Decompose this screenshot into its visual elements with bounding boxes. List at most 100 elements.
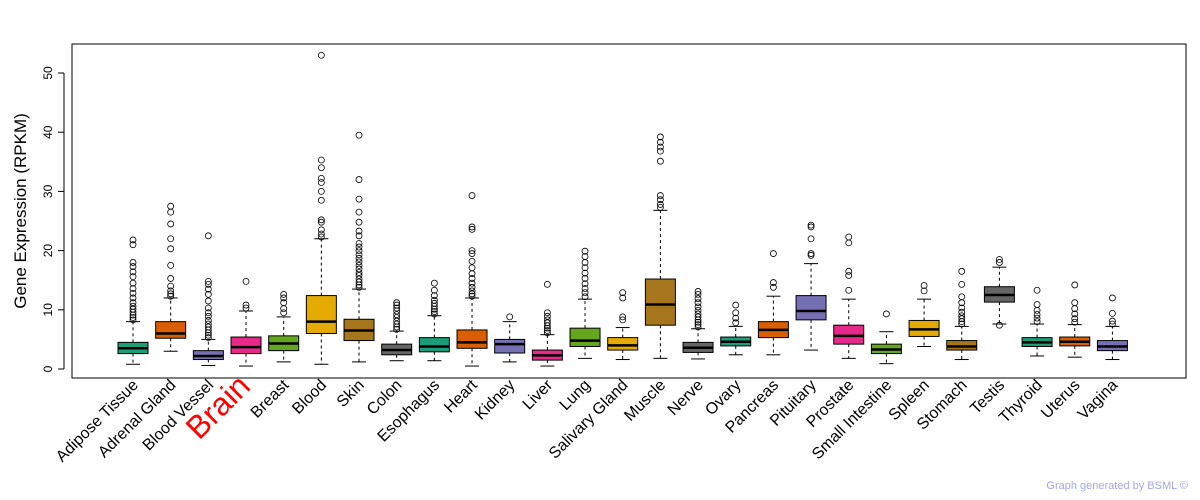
outlier-point — [317, 179, 325, 186]
x-tick-label: Nerve — [665, 377, 707, 419]
outlier-point — [694, 303, 702, 311]
box-group-esophagus — [418, 279, 450, 362]
y-tick-label: 50 — [41, 66, 55, 80]
outlier-point — [581, 264, 589, 272]
outlier-point — [581, 275, 589, 282]
outlier-point — [468, 247, 476, 255]
outlier-point — [204, 309, 212, 317]
outlier-point — [732, 314, 740, 322]
plot-frame — [71, 43, 1187, 379]
outlier-point — [468, 264, 476, 272]
outlier-point — [581, 280, 589, 288]
outlier-point — [468, 223, 476, 231]
box-group-blood-vessel — [192, 232, 224, 366]
credit-text: Graph generated by BSML © — [1046, 480, 1188, 492]
outlier-point — [543, 324, 551, 332]
outlier-point — [204, 304, 212, 312]
outlier-point — [543, 280, 551, 288]
outlier-point — [393, 320, 401, 328]
outlier-point — [204, 232, 212, 240]
outlier-point — [920, 287, 928, 295]
x-tick-label: Blood — [289, 377, 330, 418]
outlier-point — [581, 269, 589, 277]
x-tick-label: Liver — [520, 376, 557, 413]
outlier-point — [355, 247, 363, 255]
outlier-point — [1109, 320, 1116, 328]
outlier-point — [355, 208, 363, 216]
outlier-point — [280, 291, 288, 298]
outlier-point — [656, 147, 664, 155]
box-group-salivary-gland — [607, 289, 639, 361]
outlier-point — [129, 299, 137, 307]
outlier-point — [581, 285, 589, 292]
outlier-point — [129, 302, 137, 310]
outlier-point — [129, 289, 137, 297]
outlier-point — [996, 259, 1003, 266]
outlier-point — [694, 291, 702, 298]
outlier-point — [242, 304, 250, 312]
box — [494, 338, 526, 354]
outlier-point — [656, 196, 664, 204]
outlier-point — [619, 294, 627, 302]
outlier-point — [317, 218, 325, 226]
y-tick-label: 20 — [41, 244, 55, 258]
outlier-point — [1033, 311, 1041, 318]
outlier-point — [1033, 306, 1041, 314]
outlier-point — [656, 157, 664, 165]
outlier-point — [1071, 318, 1079, 326]
outlier-point — [468, 225, 476, 233]
box — [795, 295, 827, 321]
y-tick-label: 10 — [41, 303, 55, 317]
outlier-point — [468, 287, 476, 295]
outlier-point — [167, 235, 175, 243]
outlier-point — [468, 290, 476, 298]
outlier-point — [958, 315, 966, 323]
box-group-prostate — [833, 233, 865, 359]
box — [155, 321, 187, 339]
outlier-point — [317, 164, 325, 172]
outlier-point — [355, 275, 363, 283]
box-group-pancreas — [757, 250, 789, 356]
outlier-point — [581, 247, 589, 255]
outlier-point — [167, 287, 175, 295]
outlier-point — [543, 327, 551, 334]
outlier-point — [1033, 286, 1041, 294]
outlier-point — [355, 272, 363, 279]
outlier-point — [694, 321, 702, 329]
outlier-point — [694, 306, 702, 314]
y-tick-label: 0 — [41, 365, 55, 372]
outlier-point — [280, 299, 288, 307]
outlier-point — [317, 230, 325, 238]
outlier-point — [317, 174, 325, 182]
outlier-point — [958, 304, 966, 312]
box — [230, 336, 262, 355]
outlier-point — [845, 272, 853, 279]
outlier-point — [769, 250, 777, 257]
outlier-point — [355, 254, 363, 262]
outlier-point — [732, 319, 740, 327]
outlier-point — [355, 240, 363, 247]
outlier-point — [355, 227, 363, 235]
outlier-point — [393, 314, 401, 321]
outlier-point — [280, 309, 288, 317]
outlier-point — [280, 294, 288, 302]
box-group-adipose-tissue — [117, 236, 149, 365]
outlier-point — [958, 293, 966, 301]
outlier-point — [807, 250, 815, 257]
outlier-point — [355, 269, 363, 276]
box-group-kidney — [494, 313, 526, 363]
outlier-point — [430, 308, 438, 315]
x-tick-label: Vagina — [1075, 377, 1121, 423]
box-group-adrenal-gland — [155, 202, 187, 352]
outlier-point — [1071, 310, 1079, 318]
outlier-point — [393, 304, 401, 312]
box-group-spleen — [908, 282, 940, 348]
outlier-point — [694, 299, 702, 307]
outlier-point — [167, 208, 175, 216]
box-group-blood — [305, 51, 337, 365]
boxes-layer — [117, 51, 1128, 367]
outlier-point — [280, 305, 288, 313]
outlier-point — [317, 156, 325, 164]
